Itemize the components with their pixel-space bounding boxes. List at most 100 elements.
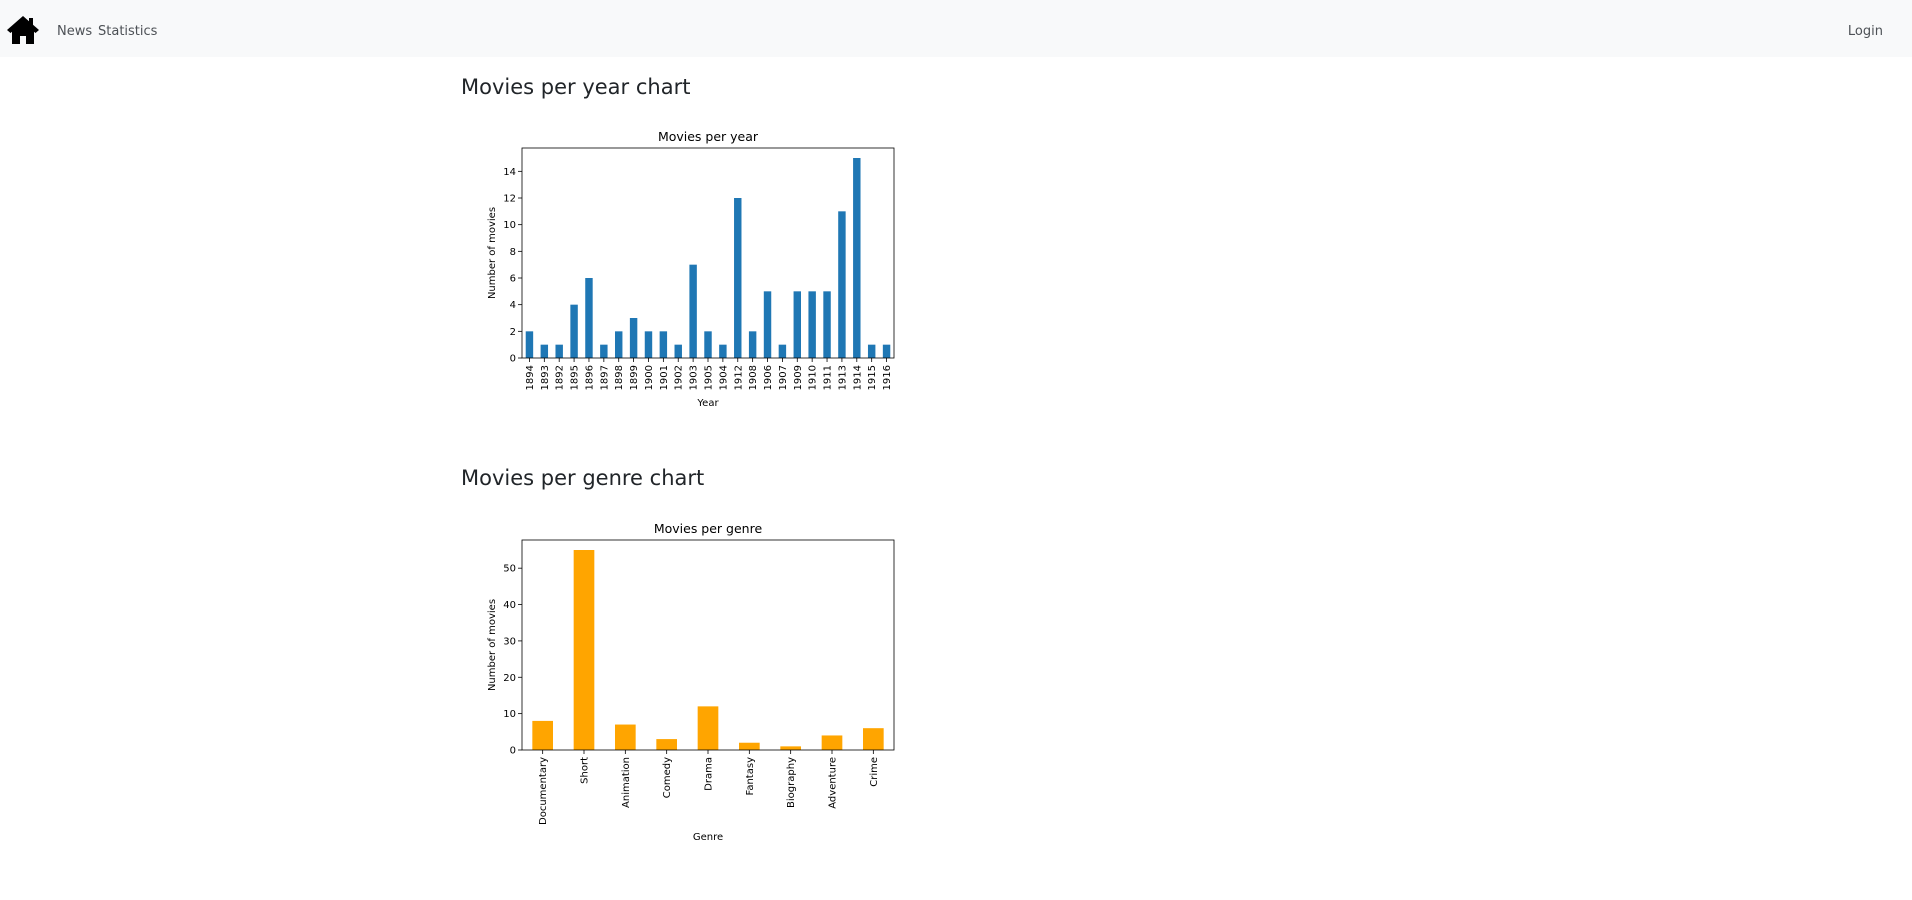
y-tick-label: 40: [503, 600, 516, 611]
x-tick-label: 1906: [763, 365, 774, 390]
y-tick-label: 2: [510, 327, 516, 338]
bar-crime: [863, 728, 884, 750]
x-tick-label: 1916: [882, 365, 893, 390]
bar-biography: [780, 746, 801, 750]
bar-1895: [570, 304, 578, 358]
x-axis-label: Genre: [693, 832, 723, 843]
x-tick-label: Biography: [786, 757, 797, 808]
x-tick-label: 1909: [793, 365, 804, 390]
bar-1893: [540, 344, 549, 358]
bar-1913: [838, 211, 846, 358]
x-tick-label: 1895: [570, 365, 581, 390]
chart-title: Movies per year: [658, 129, 759, 144]
bar-1907: [778, 344, 787, 358]
bar-comedy: [656, 739, 677, 750]
bar-1915: [867, 344, 876, 358]
y-tick-label: 0: [510, 746, 516, 757]
x-tick-label: 1905: [704, 365, 715, 390]
movies-per-genre-chart-svg: Movies per genre 0 10 20 30 40 50 Documentary Sh…: [487, 521, 895, 843]
x-tick-label: Short: [580, 757, 591, 784]
chart-title: Movies per genre: [654, 521, 763, 536]
movies-per-genre-chart: Movies per genre 0 10 20 30 40 50 Documentary Sh…: [470, 515, 910, 848]
y-tick-label: 20: [503, 673, 516, 684]
x-tick-label: 1915: [867, 365, 878, 390]
movies-per-year-chart: Movies per year 0 2 4 6 8 10 12 14 1894 1893 1892 18…: [470, 124, 910, 420]
x-tick-label: 1898: [614, 365, 625, 390]
bar-1902: [674, 344, 682, 358]
y-tick-label: 10: [503, 220, 516, 231]
x-tick-label: 1893: [540, 365, 551, 390]
x-tick-label: 1892: [555, 365, 566, 390]
y-tick-label: 14: [503, 167, 516, 178]
bar-animation: [615, 724, 636, 750]
bar-1899: [629, 318, 638, 358]
bar-1903: [689, 264, 697, 358]
y-axis-label: Number of movies: [487, 207, 498, 299]
x-tick-label: Drama: [704, 757, 715, 791]
bar-1896: [585, 278, 593, 358]
x-tick-label: 1903: [689, 365, 700, 390]
y-tick-label: 0: [510, 354, 516, 365]
bar-1898: [615, 331, 623, 358]
bar-1910: [808, 291, 816, 358]
x-tick-label: 1896: [584, 365, 595, 390]
x-tick-label: Adventure: [828, 757, 839, 809]
x-tick-label: 1911: [823, 365, 834, 390]
bar-1908: [748, 331, 757, 358]
x-tick-label: 1902: [674, 365, 685, 390]
x-tick-label: 1908: [748, 365, 759, 390]
bar-drama: [697, 706, 719, 750]
x-tick-label: 1907: [778, 365, 789, 390]
y-tick-label: 8: [510, 247, 516, 258]
bar-1909: [793, 291, 801, 358]
bar-1901: [659, 331, 668, 358]
nav-statistics-link[interactable]: Statistics: [98, 24, 158, 39]
y-tick-label: 10: [503, 709, 516, 720]
bar-short: [573, 550, 595, 750]
bar-1897: [600, 344, 608, 358]
bar-fantasy: [739, 742, 760, 750]
bar-1892: [555, 344, 563, 358]
x-tick-label: Fantasy: [745, 757, 756, 796]
bar-1905: [704, 331, 712, 358]
home-link[interactable]: [6, 14, 40, 46]
x-tick-label: Crime: [869, 757, 880, 787]
x-tick-label: 1894: [525, 365, 536, 390]
y-tick-label: 4: [510, 300, 516, 311]
bar-adventure: [821, 735, 843, 750]
bar-1900: [644, 331, 653, 358]
bar-1914: [853, 158, 861, 358]
x-tick-label: 1912: [733, 365, 744, 390]
genre-chart-heading: Movies per genre chart: [461, 466, 705, 490]
x-tick-label: Documentary: [538, 757, 549, 825]
x-axis-label: Year: [696, 398, 719, 409]
x-tick-label: 1901: [659, 365, 670, 390]
y-axis-label: Number of movies: [487, 599, 498, 691]
x-tick-label: 1897: [599, 365, 610, 390]
y-tick-label: 30: [503, 636, 516, 647]
x-tick-label: 1914: [852, 365, 863, 390]
x-tick-label: 1910: [808, 365, 819, 390]
y-tick-label: 12: [503, 194, 516, 205]
bar-1916: [882, 344, 891, 358]
movies-per-year-chart-svg: Movies per year 0 2 4 6 8 10 12 14 1894 1893 1892 18…: [487, 129, 895, 409]
year-chart-heading: Movies per year chart: [461, 75, 691, 99]
x-tick-label: 1899: [629, 365, 640, 390]
home-icon: [7, 16, 39, 44]
bar-1906: [763, 291, 772, 358]
bar-documentary: [532, 720, 553, 750]
y-tick-label: 6: [510, 274, 516, 285]
bar-1912: [734, 198, 742, 358]
x-tick-label: Animation: [621, 757, 632, 808]
x-tick-label: 1900: [644, 365, 655, 390]
y-tick-label: 50: [503, 564, 516, 575]
x-tick-label: 1913: [837, 365, 848, 390]
x-tick-label: Comedy: [662, 757, 673, 798]
bar-1911: [823, 291, 831, 358]
navbar: News Statistics Login: [0, 0, 1912, 57]
bar-1894: [525, 331, 534, 358]
bar-1904: [719, 344, 727, 358]
x-tick-label: 1904: [718, 365, 729, 390]
nav-login-link[interactable]: Login: [1847, 24, 1883, 39]
nav-news-link[interactable]: News: [57, 24, 93, 39]
